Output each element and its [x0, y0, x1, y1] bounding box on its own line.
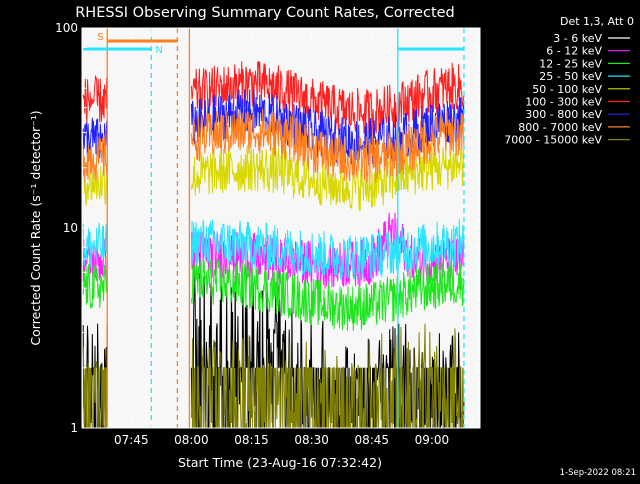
y-axis-label: Corrected Count Rate (s⁻¹ detector⁻¹)	[28, 110, 43, 345]
y-tick-label: 100	[55, 21, 78, 35]
trace-12-25-kev-seg1	[190, 257, 465, 331]
footer-timestamp: 1-Sep-2022 08:21	[560, 468, 636, 478]
legend-label: 7000 - 15000 keV	[504, 134, 602, 147]
flag-label: S	[97, 32, 103, 43]
x-axis-label: Start Time (23-Aug-16 07:32:42)	[178, 455, 382, 470]
x-tick-label: 08:45	[354, 433, 389, 447]
legend-label: 6 - 12 keV	[546, 45, 602, 58]
series-12-25-kev	[82, 257, 465, 331]
legend-label: 800 - 7000 keV	[518, 121, 602, 134]
y-tick-label: 10	[63, 221, 78, 235]
trace-25-50-kev-seg1	[190, 218, 465, 280]
legend-label: 100 - 300 keV	[525, 96, 602, 109]
plot-inner: SN	[82, 28, 465, 428]
legend-label: 25 - 50 keV	[539, 70, 602, 83]
series-7000-15000-kev	[82, 323, 464, 428]
trace-50-100-kev-seg1	[190, 144, 465, 211]
series-800-7000-kev	[82, 108, 465, 183]
plot-area: SN	[82, 28, 480, 428]
x-tick-label: 08:30	[294, 433, 329, 447]
trace-800-7000-kev-seg1	[190, 108, 465, 183]
legend-label: 300 - 800 keV	[525, 108, 602, 121]
flag-label: N	[155, 45, 162, 56]
legend-label: 3 - 6 keV	[553, 32, 602, 45]
y-tick-label: 1	[70, 421, 78, 435]
legend-header: Det 1,3, Att 0	[560, 15, 634, 28]
trace-12-25-kev-seg0	[82, 263, 108, 309]
trace-25-50-kev-seg0	[82, 222, 108, 268]
series-100-300-kev	[82, 61, 465, 136]
x-tick-label: 07:45	[114, 433, 149, 447]
axes: 1 10 100 07:45 08:00 08:15 08:30 08:45 09:00	[55, 21, 481, 447]
trace-7000-15000-kev-seg1	[190, 323, 464, 428]
trace-100-300-kev-seg0	[82, 74, 108, 124]
x-tick-label: 09:00	[415, 433, 450, 447]
x-tick-label: 08:00	[174, 433, 209, 447]
x-tick-label: 08:15	[234, 433, 269, 447]
trace-800-7000-kev-seg0	[82, 133, 108, 183]
trace-7000-15000-kev-seg0	[82, 346, 108, 428]
series-25-50-kev	[82, 218, 465, 280]
legend-label: 12 - 25 keV	[539, 57, 602, 70]
chart-title: RHESSI Observing Summary Count Rates, Co…	[75, 5, 455, 21]
trace-100-300-kev-seg1	[190, 61, 465, 136]
legend-label: 50 - 100 keV	[532, 83, 602, 96]
